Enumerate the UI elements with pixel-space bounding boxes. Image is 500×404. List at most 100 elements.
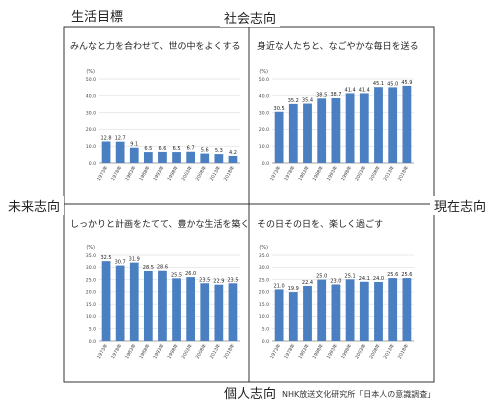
x-tick-label: 1988年 [311, 342, 325, 360]
data-label: 25.1 [345, 273, 356, 279]
y-tick-label: 40.0 [259, 94, 269, 100]
bar [345, 279, 355, 341]
data-label: 12.7 [115, 136, 126, 142]
bar [143, 152, 153, 163]
x-tick-label: 1998年 [339, 342, 353, 360]
data-label: 25.5 [171, 272, 182, 278]
panel-title: 身近な人たちと、なごやかな毎日を送る [257, 40, 419, 52]
bar [388, 278, 398, 341]
x-tick-label: 2008年 [194, 164, 208, 182]
x-tick-label: 1988年 [137, 164, 151, 182]
bar [331, 97, 341, 163]
y-tick-label: 40.0 [86, 94, 96, 100]
x-tick-label: 2018年 [222, 342, 236, 360]
x-tick-label: 1978年 [109, 342, 123, 360]
bar [274, 289, 284, 341]
data-label: 25.6 [401, 272, 412, 278]
x-tick-label: 1978年 [282, 342, 296, 360]
data-label: 26.0 [185, 271, 196, 277]
x-tick-label: 2008年 [368, 164, 382, 182]
x-tick-label: 2018年 [396, 342, 410, 360]
data-label: 6.5 [173, 146, 181, 152]
y-tick-label: 30.0 [259, 265, 269, 271]
bar [317, 98, 327, 163]
y-tick-label: 35.0 [259, 253, 269, 259]
data-label: 6.5 [144, 146, 152, 152]
y-tick-label: 5.0 [89, 327, 96, 333]
data-label: 24.0 [373, 276, 384, 282]
data-label: 25.6 [387, 272, 398, 278]
x-tick-label: 2018年 [222, 164, 236, 182]
data-label: 38.7 [330, 92, 341, 98]
bar [359, 93, 369, 163]
chart-panel-1: みんなと力を合わせて、世の中をよくする (%) 50.0 40.0 30.0 20.0 10… [70, 40, 241, 182]
x-tick-label: 1973年 [95, 342, 109, 360]
bar [129, 147, 139, 163]
y-tick-label: 0.0 [89, 339, 96, 345]
data-label: 41.4 [345, 87, 356, 93]
bar [388, 87, 398, 163]
y-tick-label: 35.0 [86, 253, 96, 259]
data-label: 32.5 [100, 255, 111, 261]
bar [101, 141, 111, 163]
x-tick-label: 1983年 [297, 342, 311, 360]
unit-label: (%) [86, 69, 95, 75]
data-label: 23.5 [199, 277, 210, 283]
y-tick-label: 15.0 [259, 302, 269, 308]
bar [374, 282, 383, 341]
x-tick-label: 2003年 [180, 164, 194, 182]
bar [200, 153, 210, 163]
bar [331, 284, 341, 341]
x-tick-label: 1998年 [166, 342, 180, 360]
data-label: 23.0 [330, 278, 341, 284]
bar [172, 278, 181, 341]
axis-label-left: 未来志向 [4, 196, 65, 215]
y-tick-label: 10.0 [259, 314, 269, 320]
chart-panel-2: 身近な人たちと、なごやかな毎日を送る (%) 50.0 40.0 30.0 20.0 10.… [257, 40, 419, 182]
data-label: 41.4 [359, 87, 370, 93]
bar [186, 151, 196, 163]
data-label: 38.5 [316, 92, 327, 98]
y-tick-label: 30.0 [86, 265, 96, 271]
bar [402, 85, 412, 163]
x-tick-label: 2013年 [208, 164, 222, 182]
figure-title: 生活目標 [71, 10, 124, 25]
bar [402, 278, 412, 341]
y-tick-label: 20.0 [259, 290, 269, 296]
bar [317, 279, 327, 341]
x-tick-label: 1973年 [268, 342, 282, 360]
x-tick-label: 1978年 [282, 164, 296, 182]
data-label: 21.0 [274, 283, 285, 289]
x-tick-label: 2013年 [382, 342, 396, 360]
bar [228, 155, 238, 163]
y-tick-label: 10.0 [86, 144, 96, 150]
bar [374, 87, 383, 163]
x-tick-label: 1993年 [325, 342, 339, 360]
bar [115, 141, 125, 163]
x-tick-label: 2013年 [208, 342, 222, 360]
x-tick-label: 1973年 [95, 164, 109, 182]
data-label: 5.3 [215, 148, 223, 154]
x-tick-label: 2003年 [353, 164, 367, 182]
bar [172, 152, 181, 163]
x-tick-label: 2018年 [396, 164, 410, 182]
bar [143, 270, 153, 341]
y-tick-label: 20.0 [86, 127, 96, 133]
data-label: 45.9 [401, 80, 412, 86]
data-label: 12.8 [100, 135, 111, 141]
y-tick-label: 0.0 [89, 161, 96, 167]
data-label: 28.6 [157, 265, 168, 271]
x-tick-label: 1988年 [137, 342, 151, 360]
y-tick-label: 30.0 [86, 110, 96, 116]
axis-label-top: 社会志向 [220, 8, 281, 27]
y-tick-label: 0.0 [262, 161, 269, 167]
bar [129, 262, 139, 341]
x-tick-label: 2003年 [180, 342, 194, 360]
bar [186, 277, 196, 341]
data-label: 9.1 [130, 142, 138, 148]
y-tick-label: 20.0 [259, 127, 269, 133]
data-label: 45.1 [373, 81, 384, 87]
y-tick-label: 30.0 [259, 110, 269, 116]
bar [214, 284, 224, 341]
bar [158, 151, 167, 163]
